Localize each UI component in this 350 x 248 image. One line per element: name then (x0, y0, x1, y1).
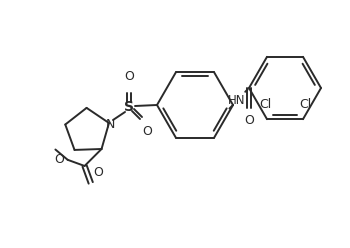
Text: O: O (124, 70, 134, 83)
Text: Cl: Cl (299, 98, 311, 111)
Text: O: O (244, 114, 254, 127)
Text: S: S (124, 100, 134, 114)
Text: Cl: Cl (259, 98, 271, 111)
Text: HN: HN (228, 94, 246, 107)
Text: O: O (94, 166, 104, 179)
Text: O: O (142, 125, 152, 138)
Text: N: N (105, 118, 115, 130)
Text: O: O (54, 153, 64, 166)
